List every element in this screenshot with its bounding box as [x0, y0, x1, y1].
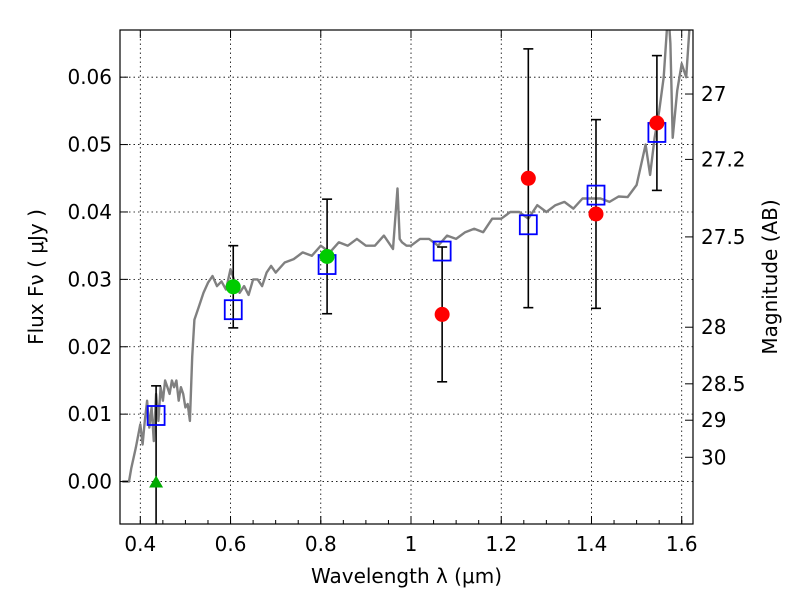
x-tick-label: 1.2: [485, 532, 517, 556]
right-tick-label: 29: [701, 408, 726, 432]
right-tick-label: 27: [701, 82, 726, 106]
observed-detection-wfc3-point: [649, 115, 665, 131]
model-photometry-point: [586, 184, 606, 206]
series-group: [122, 30, 691, 524]
observed-detection-wfc3-point: [588, 206, 604, 222]
y-tick-label: 0.04: [67, 200, 112, 224]
right-tick-label: 30: [701, 445, 726, 469]
y-tick-label: 0.05: [67, 133, 112, 157]
y-tick-label: 0.03: [67, 267, 112, 291]
x-tick-label: 0.8: [305, 532, 337, 556]
x-tick-label: 0.4: [124, 532, 156, 556]
plot-frame: [119, 29, 694, 525]
y-tick-label: 0.06: [67, 65, 112, 89]
y-tick-label: 0.02: [67, 335, 112, 359]
x-tick-label: 1: [405, 532, 418, 556]
x-tick-label: 1.6: [666, 532, 698, 556]
right-tick-label: 27.2: [701, 147, 746, 171]
model-photometry-point: [223, 299, 243, 321]
model-photometry-point: [432, 240, 452, 262]
observed-detection-acs-point: [225, 279, 241, 295]
model-photometry-point: [518, 214, 538, 236]
nondetection-marker: [149, 475, 164, 488]
y-tick-label: 0.01: [67, 402, 112, 426]
right-axis-label: Magnitude (AB): [758, 199, 782, 354]
model-photometry-point: [146, 405, 166, 426]
grid: [120, 30, 693, 524]
data-layer: [122, 30, 691, 524]
right-tick-label: 28: [701, 315, 726, 339]
right-tick-label: 27.5: [701, 225, 746, 249]
observed-detection-acs-point: [319, 248, 335, 264]
x-axis-label: Wavelength λ (μm): [311, 564, 502, 588]
y-tick-label: 0.00: [67, 470, 112, 494]
observed-detection-wfc3-point: [434, 306, 450, 322]
ticks: 0.4 0.6 0.8 1 1.2 1.4 1.6 0.00 0.01 0.02 0.03 0.04 0…: [67, 30, 746, 556]
observed-detection-wfc3-point: [520, 170, 536, 186]
x-tick-label: 0.6: [215, 532, 247, 556]
y-axis-label: Flux Fν ( μJy ): [24, 209, 48, 345]
x-tick-label: 1.4: [576, 532, 608, 556]
model-spectrum-line: [122, 30, 691, 483]
right-tick-label: 28.5: [701, 372, 746, 396]
